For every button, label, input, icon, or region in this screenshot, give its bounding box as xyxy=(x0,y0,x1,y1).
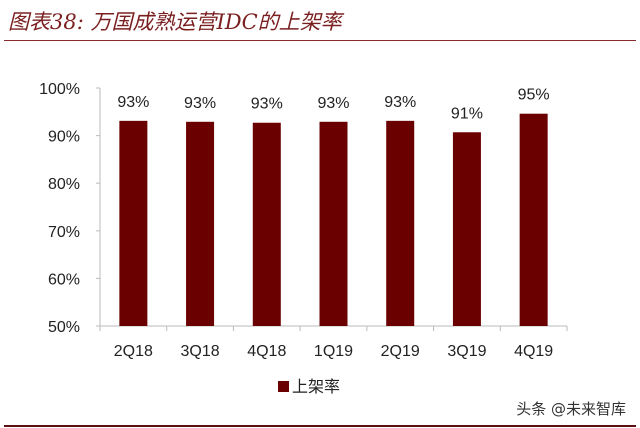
x-tick-label: 4Q19 xyxy=(514,343,553,360)
bottom-rule xyxy=(4,425,636,427)
x-tick-label: 3Q18 xyxy=(181,343,220,360)
x-tick-label: 2Q19 xyxy=(381,343,420,360)
x-tick-label: 2Q18 xyxy=(114,343,153,360)
bar-2Q18 xyxy=(119,120,148,327)
legend-label: 上架率 xyxy=(292,377,340,396)
data-label: 91% xyxy=(451,105,483,122)
source-credit: 头条 @未来智库 xyxy=(516,400,626,418)
y-tick-label: 60% xyxy=(48,271,80,288)
bar-1Q19 xyxy=(319,121,348,327)
x-tick-label: 1Q19 xyxy=(314,343,353,360)
y-tick-label: 100% xyxy=(39,81,80,98)
y-tick-label: 80% xyxy=(48,176,80,193)
data-label: 93% xyxy=(117,94,149,111)
legend-swatch xyxy=(278,381,289,392)
data-label: 93% xyxy=(251,96,283,113)
data-label: 95% xyxy=(518,87,550,104)
data-label: 93% xyxy=(317,95,349,112)
chart-title: 图表38: 万国成熟运营IDC的上架率 xyxy=(8,10,342,34)
bar-3Q19 xyxy=(452,132,481,326)
bar-4Q18 xyxy=(252,122,281,326)
bar-2Q19 xyxy=(386,120,415,327)
x-tick-label: 4Q18 xyxy=(247,343,286,360)
data-label: 93% xyxy=(384,94,416,111)
data-label: 93% xyxy=(184,95,216,112)
y-tick-label: 50% xyxy=(48,319,80,336)
bar-3Q18 xyxy=(186,121,215,327)
bar-4Q19 xyxy=(519,113,548,326)
x-tick-label: 3Q19 xyxy=(447,343,486,360)
y-tick-label: 70% xyxy=(48,224,80,241)
title-rule xyxy=(4,40,636,41)
y-tick-label: 90% xyxy=(48,129,80,146)
